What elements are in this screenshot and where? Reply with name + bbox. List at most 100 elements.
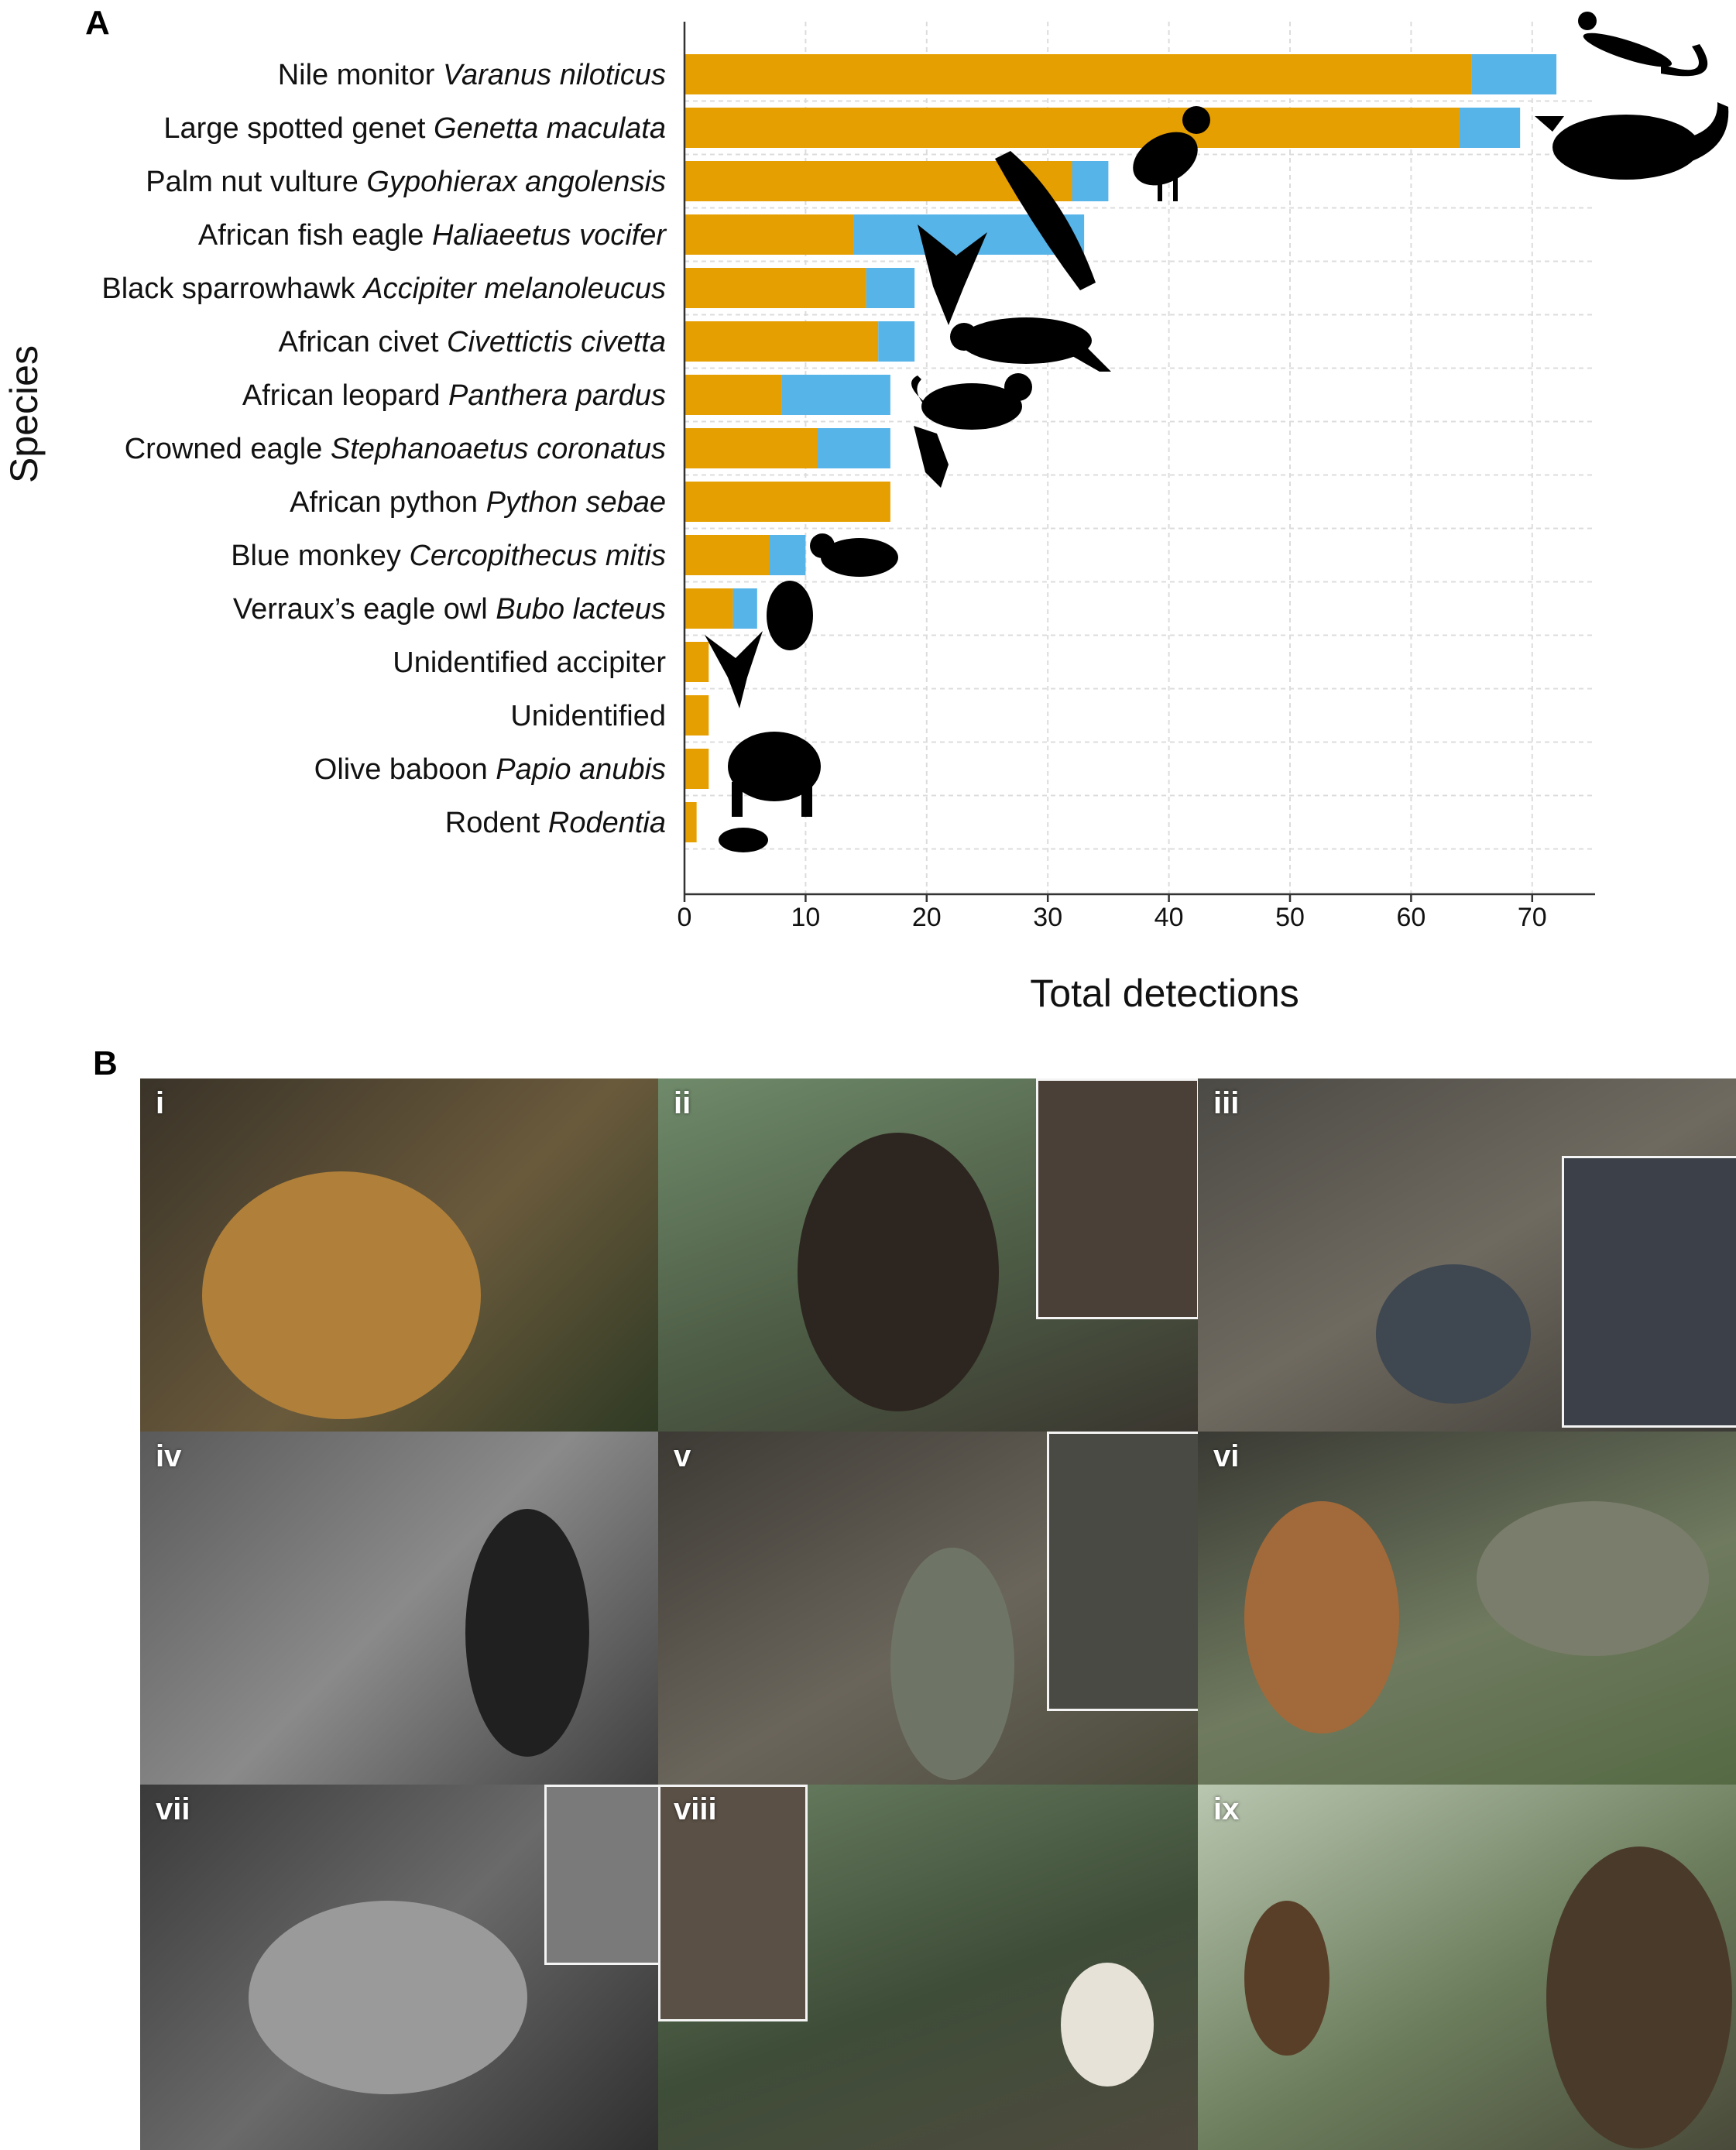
baboon-silhouette-icon [728,732,821,817]
photo-subject [1244,1901,1329,2056]
photo-subject [1376,1264,1531,1404]
category-label: Rodent Rodentia [445,807,666,839]
photo-label: vii [156,1792,190,1826]
x-tick-label-30: 30 [1033,903,1062,932]
category-label: Verraux’s eagle owl Bubo lacteus [233,593,666,626]
scientific-name: Haliaeetus vocifer [432,219,667,252]
category-label: Blue monkey Cercopithecus mitis [231,540,666,572]
photo-label: ii [674,1086,691,1120]
x-tick-label-60: 60 [1396,903,1426,932]
bar-orange-14 [684,802,697,842]
bar-blue-6 [781,375,890,415]
bar-orange-3 [684,214,854,255]
photo-subject [798,1133,999,1411]
common-name: Verraux’s eagle owl [233,593,488,626]
photo-subject [1061,1963,1154,2087]
palm-nut-vulture-photo: viii [658,1785,1198,2150]
category-label: Crowned eagle Stephanoaetus coronatus [125,433,666,465]
bar-orange-0 [684,54,1472,94]
category-label: Olive baboon Papio anubis [314,753,666,786]
common-name: Nile monitor [278,59,435,91]
category-label: Palm nut vulture Gypohierax angolensis [146,166,666,198]
photo-inset [1562,1156,1736,1428]
category-label: Unidentified accipiter [393,646,666,679]
photo-subject [249,1901,527,2094]
leopard-photo: i [140,1078,658,1432]
category-label: Unidentified [510,700,666,732]
bar-orange-10 [684,588,733,629]
photo-subject [1477,1501,1709,1656]
scientific-name: Python sebae [486,486,666,519]
bar-blue-7 [818,428,890,468]
y-axis-title: Species [2,345,46,483]
x-tick-label-50: 50 [1275,903,1305,932]
category-label: Nile monitor Varanus niloticus [278,59,666,91]
civet-silhouette-icon [950,317,1111,372]
bar-orange-6 [684,375,782,415]
scientific-name: Gypohierax angolensis [366,166,666,198]
bar-blue-0 [1471,54,1557,94]
scientific-name: Cercopithecus mitis [409,540,666,572]
genet-silhouette-icon [1535,102,1729,180]
scientific-name: Civettictis civetta [447,326,666,358]
bar-orange-9 [684,535,770,575]
common-name: Large spotted genet [163,112,425,145]
x-tick-label-10: 10 [791,903,820,932]
bar-orange-12 [684,695,709,736]
bar-orange-13 [684,749,709,789]
x-tick-label-20: 20 [912,903,942,932]
bar-blue-10 [732,588,757,629]
photo-inset [1047,1432,1198,1711]
common-name: Olive baboon [314,753,488,786]
category-label: Large spotted genet Genetta maculata [163,112,666,145]
common-name: Palm nut vulture [146,166,359,198]
bar-orange-4 [684,268,866,308]
common-name: African python [290,486,478,519]
common-name: Unidentified accipiter [393,646,666,679]
photo-label: i [156,1086,165,1120]
bar-orange-8 [684,482,890,522]
scientific-name: Rodentia [548,807,666,839]
common-name: Black sparrowhawk [101,273,355,305]
camera-trap-photos: i ii iii iv v vi vii viii ix [140,1078,1736,2150]
photo-subject [890,1548,1014,1780]
category-labels: Nile monitor Varanus niloticus Large spot… [101,59,667,839]
common-name: Unidentified [510,700,666,732]
photo-subject [1244,1501,1399,1733]
photo-label: ix [1213,1792,1240,1826]
photo-subject [465,1509,589,1757]
lizard-silhouette-icon [1578,12,1708,77]
category-label: African leopard Panthera pardus [242,379,666,412]
sparrowhawk-silhouette-icon [918,225,987,325]
scientific-name: Varanus niloticus [443,59,666,91]
owl-silhouette-icon [767,581,813,650]
bar-orange-5 [684,321,879,362]
category-label: Black sparrowhawk Accipiter melanoleucus [101,273,666,305]
bar-blue-2 [1072,161,1109,201]
category-label: African civet Civettictis civetta [279,326,667,358]
accipiter-silhouette-icon [705,631,763,708]
scientific-name: Genetta maculata [434,112,666,145]
chart-grid [684,22,1595,894]
x-tick-labels: 0 10 20 30 40 50 60 70 [678,903,1547,932]
genet-night-photo: iv [140,1432,658,1785]
panel-a-label: A [85,4,110,42]
photo-label: v [674,1439,691,1473]
animal-silhouettes [705,12,1729,852]
olive-baboon-photo: ix [1198,1785,1736,2150]
scientific-name: Accipiter melanoleucus [362,273,666,305]
category-label: African fish eagle Haliaeetus vocifer [198,219,667,252]
common-name: Blue monkey [231,540,401,572]
photo-inset [544,1785,658,1965]
crowned-eagle-silhouette-icon [914,426,949,488]
detections-chart: A Nile monitor Varanus niloticus Large sp… [2,4,1729,1076]
monkey-silhouette-icon [810,533,898,577]
rodent-silhouette-icon [719,828,768,852]
bar-blue-4 [866,268,915,308]
blue-monkey-photo: iii [1198,1078,1736,1432]
scientific-name: Papio anubis [496,753,666,786]
common-name: African civet [279,326,439,358]
bar-blue-9 [769,535,806,575]
bar-blue-1 [1459,108,1521,148]
civet-night-photo: vii [140,1785,658,2150]
